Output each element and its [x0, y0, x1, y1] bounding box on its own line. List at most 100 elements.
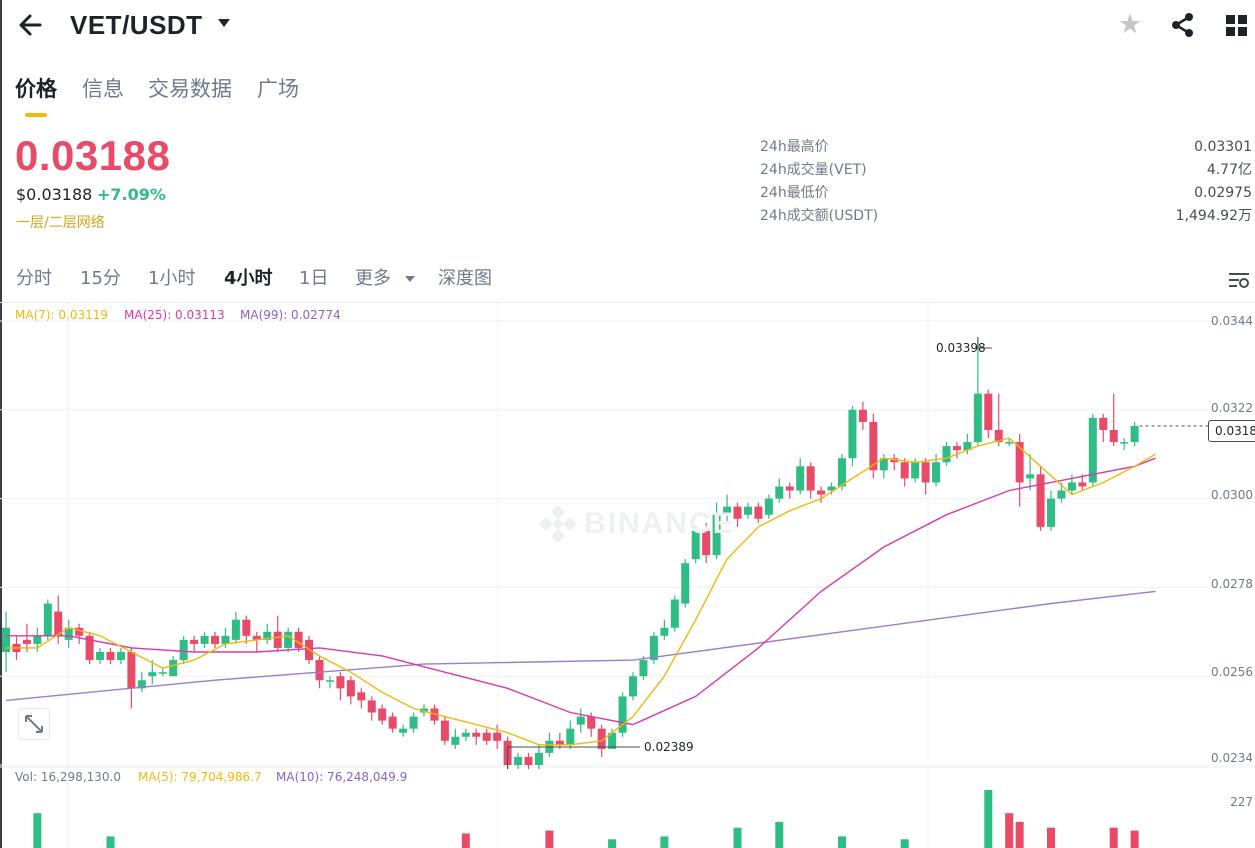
candle-up [848, 409, 857, 459]
candle-up [932, 462, 941, 483]
y-tick-label: 0.0278 [1211, 577, 1253, 591]
volume-bar [608, 839, 617, 848]
low-leader-line [507, 746, 640, 770]
ma99-label: MA(99): 0.02774 [240, 308, 341, 322]
interval-time-sharing[interactable]: 分时 [16, 268, 52, 289]
candle-down [211, 635, 219, 644]
candle-down [858, 409, 867, 422]
candle-up [681, 563, 690, 604]
interval-1h[interactable]: 1小时 [148, 268, 196, 289]
volume-bar [1005, 813, 1014, 848]
stat-label-24h-volume: 24h成交量(VET) [760, 162, 867, 178]
candle-down [367, 700, 376, 713]
candle-down [1036, 474, 1045, 527]
divider [0, 302, 1255, 303]
interval-4h[interactable]: 4小时 [224, 268, 273, 289]
candle-down [1078, 482, 1087, 487]
candle-up [691, 530, 700, 560]
tab-price[interactable]: 价格 [15, 77, 57, 101]
candle-up [911, 462, 920, 479]
candle-down [921, 462, 930, 483]
candle-down [106, 651, 115, 661]
caret-down-icon[interactable] [218, 19, 230, 27]
candle-down [346, 680, 355, 697]
interval-15m[interactable]: 15分 [80, 268, 121, 289]
candle-down [587, 716, 596, 729]
low-price-label: 0.02389 [644, 740, 694, 754]
expand-icon[interactable] [18, 708, 50, 740]
current-price-tag: 0.03188 [1208, 420, 1255, 442]
candle-up [1067, 482, 1076, 491]
volume-label: Vol: 16,298,130.0 [15, 770, 121, 784]
caret-down-icon[interactable] [405, 276, 415, 282]
candle-up [179, 639, 188, 661]
candle-down [597, 728, 606, 749]
candle-down [806, 466, 815, 491]
ma99-line [5, 590, 1156, 702]
candle-up [96, 651, 105, 661]
candle-up [1130, 425, 1139, 443]
volume-bar [106, 836, 115, 848]
ma25-line [6, 457, 1156, 726]
candle-down [378, 708, 387, 721]
candle-up [629, 676, 637, 697]
candle-up [263, 631, 272, 640]
stat-label-24h-turnover: 24h成交额(USDT) [760, 208, 879, 224]
candle-up [43, 603, 52, 636]
binance-logo-icon [538, 504, 578, 544]
candle-down [22, 639, 31, 644]
share-icon[interactable] [1168, 10, 1198, 40]
candle-up [1120, 442, 1129, 444]
grid-icon[interactable] [1222, 12, 1252, 40]
stat-value-24h-low: 0.02975 [1194, 185, 1252, 201]
candle-down [1099, 417, 1108, 430]
candle-up [64, 627, 73, 640]
usd-price: $0.03188 [16, 185, 93, 204]
candle-up [284, 631, 293, 648]
pair-title[interactable]: VET/USDT [70, 10, 203, 40]
candle-up [169, 660, 178, 677]
star-icon[interactable]: ★ [1117, 9, 1143, 40]
interval-1d[interactable]: 1日 [299, 268, 329, 289]
candle-up [2, 627, 10, 652]
volume-bar [900, 839, 909, 848]
candle-down [357, 692, 366, 701]
volume-bar [733, 827, 742, 848]
depth-chart-tab[interactable]: 深度图 [438, 268, 492, 289]
candle-up [534, 752, 543, 765]
candle-up [221, 635, 230, 644]
candle-up [1047, 498, 1055, 527]
price-change-percent: +7.09% [97, 185, 166, 204]
candle-up [1026, 474, 1035, 479]
candle-up [879, 458, 888, 471]
tab-square[interactable]: 广场 [257, 77, 299, 101]
candle-up [660, 627, 669, 636]
tab-trading-data[interactable]: 交易数据 [148, 77, 232, 101]
candle-down [785, 486, 794, 491]
window-edge [0, 0, 2, 848]
candle-down [472, 732, 481, 737]
interval-more[interactable]: 更多 [355, 268, 391, 289]
candlestick-chart[interactable] [0, 300, 1255, 848]
tab-info[interactable]: 信息 [82, 77, 124, 101]
volume-bar [545, 830, 554, 848]
y-tick-label: 0.0322 [1211, 401, 1253, 415]
y-tick-label: 0.0256 [1211, 665, 1253, 679]
volume-axis-label: 227 [1230, 795, 1253, 809]
candle-down [127, 651, 136, 689]
back-arrow-icon[interactable] [14, 8, 48, 42]
candle-down [315, 660, 324, 681]
chart-settings-icon[interactable] [1228, 270, 1250, 290]
candle-down [440, 720, 449, 741]
candle-up [618, 696, 627, 733]
candle-up [608, 732, 617, 749]
volume-bar [660, 836, 669, 848]
candle-up [325, 680, 334, 682]
candle-down [190, 639, 199, 644]
candle-up [838, 458, 846, 487]
candle-down [754, 506, 763, 519]
watermark-text: BINANCE [584, 507, 735, 540]
candle-down [952, 446, 961, 451]
volume-bar [1015, 821, 1024, 848]
network-tag[interactable]: 一层/二层网络 [16, 215, 105, 231]
